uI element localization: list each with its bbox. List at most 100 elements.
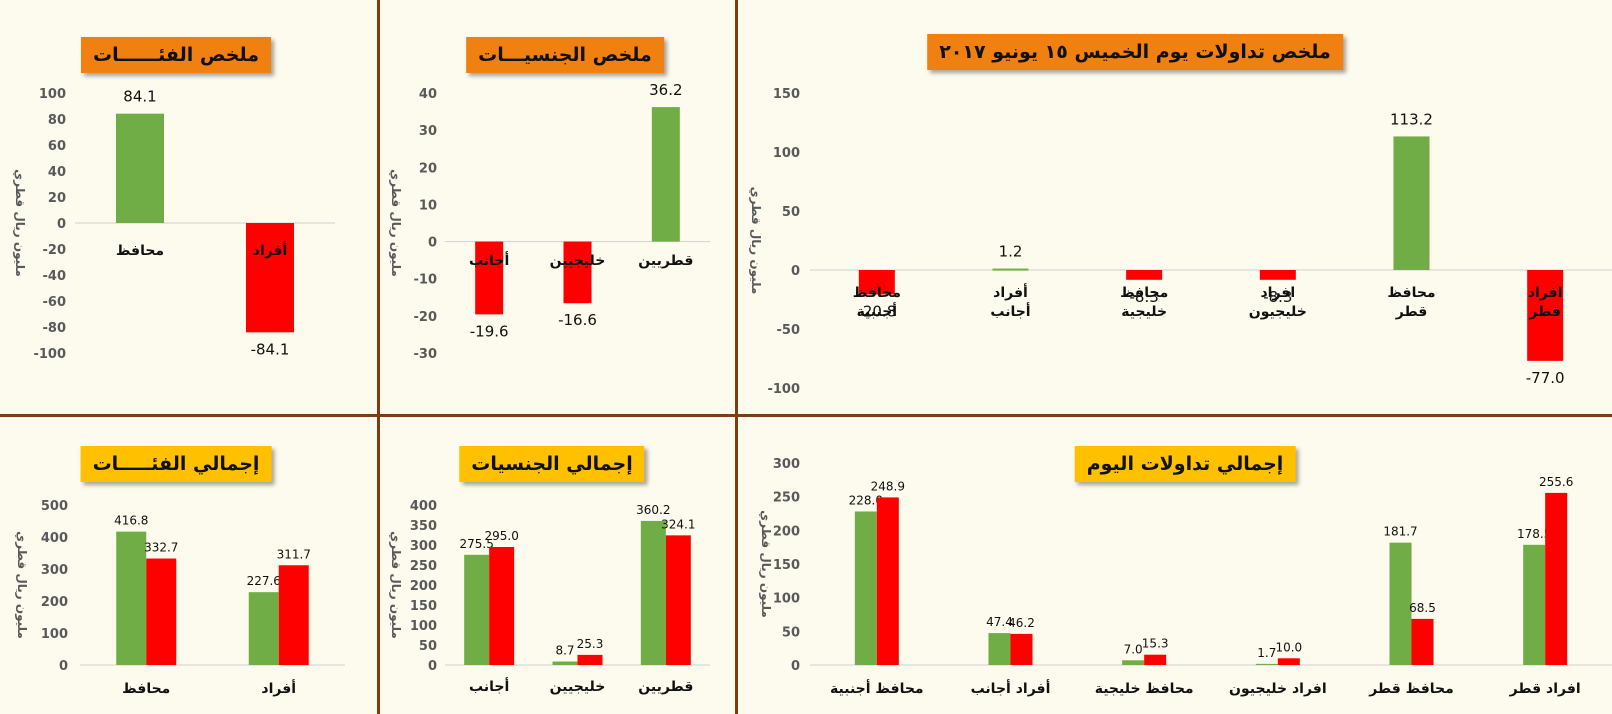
nationalities-summary-ytick-label: 20 [419, 161, 437, 176]
daily-total-ytick-label: 150 [773, 558, 800, 573]
categories-summary-bar [246, 223, 294, 333]
categories-total-value-label: 416.8 [114, 514, 148, 528]
daily-total-bar-series-1 [988, 633, 1011, 665]
nationalities-total-category-label: أجانب [469, 677, 509, 695]
daily-total-bar-series-2 [1411, 618, 1434, 665]
title-nationalities-total: إجمالي الجنسيات [459, 446, 645, 482]
categories-total-ytick-label: 200 [41, 595, 68, 610]
daily-total-bar-series-1 [1523, 544, 1546, 665]
categories-total-ytick-label: 500 [41, 499, 68, 514]
daily-total-bar-series-2 [1277, 658, 1300, 665]
nationalities-summary-ytick-label: -30 [414, 347, 438, 362]
daily-summary-value-label: 113.2 [1390, 110, 1433, 128]
categories-total-value-label: 227.6 [247, 574, 281, 588]
categories-summary-ytick-label: 100 [39, 87, 66, 102]
daily-total-value-label: 181.7 [1383, 525, 1417, 539]
daily-total-category-label: افراد قطر [1509, 681, 1581, 697]
daily-total-bar-series-1 [854, 511, 877, 665]
nationalities-summary-bar [563, 241, 592, 304]
divider-vertical-left [377, 0, 380, 714]
nationalities-total-value-label: 275.5 [459, 537, 493, 551]
daily-total-value-label: 228.0 [849, 493, 883, 507]
nationalities-summary-value-label: -16.6 [558, 311, 597, 329]
daily-total-ytick-label: 0 [791, 659, 800, 674]
daily-summary-ylabel: مليون ريال قطري [748, 187, 763, 295]
categories-summary-bar [116, 113, 164, 223]
nationalities-total-ytick-label: 250 [410, 559, 437, 574]
nationalities-total-bar-series-2 [577, 654, 603, 665]
nationalities-summary-ytick-label: 30 [419, 124, 437, 139]
nationalities-summary-ylabel: مليون ريال قطري [388, 169, 403, 277]
categories-total-bar-series-2 [146, 558, 177, 665]
daily-total-category-label: افراد خليجيون [1229, 681, 1327, 697]
categories-total-ytick-label: 300 [41, 563, 68, 578]
nationalities-total-value-label: 295.0 [484, 529, 518, 543]
daily-summary-bar [1259, 270, 1296, 280]
categories-total-ytick-label: 100 [41, 627, 68, 642]
categories-summary-ytick-label: -80 [43, 321, 67, 336]
daily-summary-ytick-label: -50 [777, 323, 801, 338]
daily-summary-bar [992, 268, 1029, 271]
daily-total-ytick-label: 250 [773, 491, 800, 506]
nationalities-total-ytick-label: 300 [410, 539, 437, 554]
categories-total-bar-series-2 [278, 565, 309, 665]
categories-summary-value-label: 84.1 [123, 88, 156, 106]
categories-summary-ytick-label: 20 [48, 191, 66, 206]
daily-summary-category-label: افراد قطر [1528, 285, 1563, 320]
nationalities-summary-bar [651, 107, 680, 242]
daily-total-ytick-label: 200 [773, 524, 800, 539]
nationalities-total-bar-series-2 [489, 547, 515, 665]
nationalities-total-ylabel: مليون ريال قطري [388, 531, 403, 639]
nationalities-total-ytick-label: 400 [410, 499, 437, 514]
nationalities-summary-value-label: 36.2 [649, 81, 682, 99]
daily-summary-value-label: 1.2 [999, 243, 1023, 261]
daily-summary-bar [858, 270, 895, 295]
daily-summary-category-label: محافظ قطر [1387, 285, 1435, 320]
daily-summary-category-label: افراد خليجيون [1249, 285, 1307, 320]
daily-total-value-label: 68.5 [1409, 601, 1436, 615]
categories-total-value-label: 332.7 [144, 541, 178, 555]
title-categories-summary: ملخص الفئــــــات [80, 37, 272, 73]
daily-total-ytick-label: 300 [773, 457, 800, 472]
daily-total-ytick-label: 50 [782, 625, 800, 640]
nationalities-summary-ytick-label: -20 [414, 310, 438, 325]
daily-summary-value-label: -77.0 [1526, 369, 1565, 387]
categories-summary-ytick-label: -20 [43, 243, 67, 258]
categories-total-ytick-label: 400 [41, 531, 68, 546]
daily-total-bar-series-1 [1122, 660, 1145, 665]
nationalities-total-ytick-label: 200 [410, 579, 437, 594]
nationalities-total-bar-series-1 [640, 520, 666, 665]
daily-total-bar-series-2 [1010, 633, 1033, 665]
divider-horizontal [0, 414, 1612, 417]
daily-total-bar-series-2 [1545, 492, 1568, 665]
categories-total-bar-series-1 [248, 592, 279, 665]
nationalities-summary-ytick-label: 40 [419, 87, 437, 102]
daily-summary-ytick-label: 150 [773, 87, 800, 102]
daily-total-ytick-label: 100 [773, 592, 800, 607]
nationalities-total-ytick-label: 150 [410, 599, 437, 614]
daily-total-category-label: محافظ قطر [1368, 681, 1454, 697]
nationalities-total-value-label: 25.3 [577, 637, 604, 651]
categories-summary-ytick-label: -40 [43, 269, 67, 284]
daily-total-value-label: 248.9 [871, 479, 905, 493]
daily-summary-category-label: أفراد أجانب [990, 283, 1030, 320]
daily-total-value-label: 1.7 [1257, 646, 1276, 660]
nationalities-summary-ytick-label: 0 [428, 236, 437, 251]
nationalities-total-ytick-label: 350 [410, 519, 437, 534]
title-daily-summary: ملخص تداولات يوم الخميس ١٥ يونيو ٢٠١٧ [927, 34, 1343, 70]
daily-summary-ytick-label: -100 [767, 382, 800, 397]
categories-summary-category-label: محافظ [116, 243, 164, 259]
nationalities-total-bar-series-2 [665, 535, 691, 665]
nationalities-summary-category-label: قطريين [638, 253, 693, 269]
categories-total-category-label: محافظ [122, 681, 170, 697]
daily-total-bar-series-1 [1389, 542, 1412, 665]
categories-total-bar-series-1 [116, 531, 147, 665]
nationalities-total-ytick-label: 0 [428, 659, 437, 674]
nationalities-total-ytick-label: 100 [410, 619, 437, 634]
categories-total-value-label: 311.7 [277, 547, 311, 561]
daily-total-value-label: 47.4 [986, 615, 1013, 629]
daily-summary-ytick-label: 50 [782, 205, 800, 220]
nationalities-summary-ytick-label: -10 [414, 273, 438, 288]
daily-total-category-label: محافظ خليجية [1095, 681, 1194, 697]
